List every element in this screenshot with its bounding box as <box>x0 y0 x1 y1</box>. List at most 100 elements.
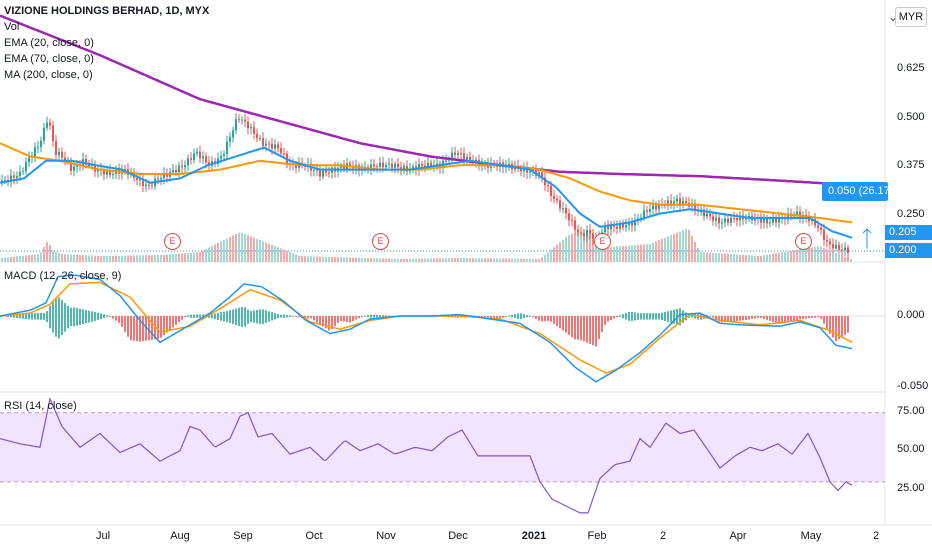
candle-body <box>559 200 561 209</box>
macd-histogram-bar <box>568 316 570 335</box>
macd-histogram-bar <box>817 316 819 318</box>
volume-bar <box>163 254 165 262</box>
candle-body <box>766 218 768 224</box>
macd-histogram-bar <box>130 316 132 341</box>
volume-bar <box>727 253 729 262</box>
currency-button[interactable]: MYR <box>895 7 927 27</box>
macd-histogram-bar <box>262 309 264 325</box>
macd-histogram-bar <box>778 316 780 324</box>
candle-body <box>16 176 18 178</box>
rsi-line <box>0 396 853 514</box>
volume-bar <box>220 241 222 262</box>
macd-histogram-bar <box>280 314 282 318</box>
candle-body <box>13 175 15 178</box>
macd-histogram-bar <box>613 316 615 319</box>
volume-bar <box>748 255 750 262</box>
volume-bar <box>712 252 714 262</box>
candle-body <box>382 162 384 168</box>
macd-histogram-bar <box>196 314 198 318</box>
volume-bar <box>43 247 45 262</box>
volume-bar <box>307 256 309 262</box>
volume-bar <box>397 258 399 262</box>
volume-bar <box>667 236 669 262</box>
volume-bar <box>223 240 225 262</box>
volume-bar <box>595 244 597 262</box>
candle-body <box>106 170 108 175</box>
candle-body <box>340 165 342 168</box>
macd-histogram-bar <box>238 307 240 326</box>
x-tick-dec: Dec <box>448 530 468 542</box>
candle-body <box>250 127 252 129</box>
macd-histogram-bar <box>772 316 774 322</box>
macd-histogram-bar <box>298 316 300 318</box>
currency-menu-icon[interactable]: ⌄ <box>888 10 899 24</box>
symbol-title: VIZIONE HOLDINGS BERHAD, 1D, MYX <box>4 5 210 17</box>
macd-histogram-bar <box>235 308 237 325</box>
macd-histogram-bar <box>103 314 105 319</box>
volume-bar <box>514 258 516 262</box>
candle-body <box>610 225 612 230</box>
volume-bar <box>655 241 657 262</box>
volume-bar <box>823 247 825 262</box>
volume-bar <box>352 257 354 262</box>
volume-bar <box>238 232 240 262</box>
macd-histogram-bar <box>61 300 63 336</box>
earnings-marker-3[interactable]: E <box>594 233 611 250</box>
volume-bar <box>403 258 405 262</box>
volume-bar <box>412 258 414 262</box>
volume-bar <box>733 254 735 262</box>
candle-body <box>469 156 471 161</box>
candle-body <box>724 218 726 223</box>
rsi-tick-50: 50.00 <box>897 443 925 455</box>
ema20-label: EMA (20, close, 0) <box>4 37 94 49</box>
macd-histogram-bar <box>154 316 156 340</box>
macd-histogram-bar <box>175 316 177 325</box>
candle-body <box>304 165 306 167</box>
macd-histogram-bar <box>193 314 195 318</box>
macd-histogram-bar <box>313 316 315 321</box>
candle-body <box>151 185 153 187</box>
volume-bar <box>64 254 66 262</box>
candle-body <box>709 213 711 217</box>
macd-histogram-bar <box>790 316 792 322</box>
ema70-label: EMA (70, close, 0) <box>4 53 94 65</box>
earnings-marker-4[interactable]: E <box>795 233 812 250</box>
candle-body <box>445 160 447 162</box>
macd-histogram-bar <box>172 316 174 328</box>
macd-histogram-bar <box>373 314 375 318</box>
candle-body <box>55 141 57 155</box>
candle-body <box>283 153 285 155</box>
macd-histogram-bar <box>247 309 249 324</box>
volume-bar <box>157 255 159 262</box>
candle-body <box>799 211 801 218</box>
volume-bar <box>757 255 759 262</box>
macd-histogram-bar <box>163 316 165 336</box>
candle-body <box>70 161 72 171</box>
candle-body <box>25 162 27 172</box>
macd-histogram-bar <box>34 313 36 320</box>
candle-body <box>544 177 546 186</box>
candle-body <box>844 247 846 251</box>
macd-histogram-bar <box>763 316 765 319</box>
macd-histogram-bar <box>661 312 663 321</box>
macd-histogram-bar <box>505 316 507 318</box>
volume-bar <box>148 255 150 262</box>
volume-bar <box>589 232 591 262</box>
candle-body <box>319 170 321 177</box>
earnings-marker-1[interactable]: E <box>164 233 181 250</box>
ma200-label: MA (200, close, 0) <box>4 69 93 81</box>
macd-histogram-bar <box>214 313 216 320</box>
volume-bar <box>682 230 684 262</box>
volume-bar <box>778 252 780 262</box>
macd-histogram-bar <box>340 316 342 322</box>
volume-bar <box>475 258 477 262</box>
earnings-marker-2[interactable]: E <box>372 233 389 250</box>
macd-histogram-bar <box>826 316 828 329</box>
volume-bar <box>205 249 207 262</box>
candle-body <box>313 169 315 171</box>
candle-body <box>247 121 249 129</box>
macd-histogram-bar <box>673 309 675 324</box>
candle-body <box>826 239 828 242</box>
volume-bar <box>439 258 441 262</box>
